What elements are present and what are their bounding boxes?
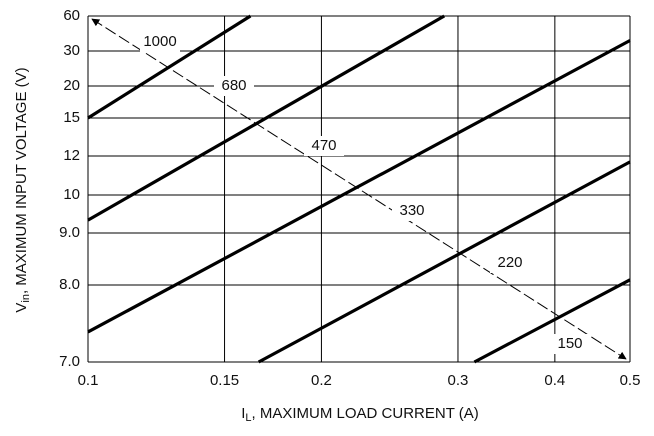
annotation-bg xyxy=(214,76,254,96)
dimension-arrow xyxy=(91,18,627,360)
curve xyxy=(87,14,252,120)
y-tick-label: 7.0 xyxy=(59,353,80,370)
x-axis-label: IL, MAXIMUM LOAD CURRENT (A) xyxy=(241,405,479,424)
annotation-bg xyxy=(140,32,180,52)
ticks: 60 30 20 15 12 10 9.0 8.0 7.0 0.1 0.15 0.2 0.3 0.4 0.5 xyxy=(59,7,640,389)
x-label-main: I xyxy=(241,405,245,422)
curve xyxy=(473,278,631,364)
y-tick-label: 10 xyxy=(63,186,80,203)
y-tick-label: 12 xyxy=(63,147,80,164)
x-label-rest: , MAXIMUM LOAD CURRENT (A) xyxy=(252,405,479,422)
y-tick-label: 9.0 xyxy=(59,224,80,241)
x-tick-label: 0.3 xyxy=(448,372,469,389)
annotations: 1000 680 470 330 220 150 xyxy=(140,32,590,354)
annotation-bg xyxy=(490,253,530,273)
curve xyxy=(87,14,446,222)
curves xyxy=(87,14,631,364)
x-tick-label: 0.2 xyxy=(311,372,332,389)
annotation-bg xyxy=(550,334,590,354)
annotation: 470 xyxy=(311,137,336,154)
y-tick-label: 8.0 xyxy=(59,276,80,293)
annotation: 680 xyxy=(221,77,246,94)
x-label-sub: L xyxy=(245,412,251,424)
y-tick-label: 15 xyxy=(63,109,80,126)
y-label-main: V xyxy=(13,303,30,313)
x-tick-label: 0.1 xyxy=(78,372,99,389)
x-tick-label: 0.5 xyxy=(620,372,641,389)
annotation: 220 xyxy=(497,254,522,271)
y-tick-label: 30 xyxy=(63,42,80,59)
y-label-sub: in xyxy=(20,294,32,303)
x-tick-label: 0.15 xyxy=(210,372,239,389)
curve xyxy=(87,39,631,334)
annotation: 150 xyxy=(557,335,582,352)
annotation: 330 xyxy=(399,202,424,219)
y-axis-label: Vin, MAXIMUM INPUT VOLTAGE (V) xyxy=(13,67,32,312)
x-tick-label: 0.4 xyxy=(544,372,565,389)
y-label-rest: , MAXIMUM INPUT VOLTAGE (V) xyxy=(13,67,30,294)
annotation-bg xyxy=(392,201,432,221)
annotation-bg xyxy=(304,136,344,156)
y-tick-label: 20 xyxy=(63,77,80,94)
curve xyxy=(257,160,631,364)
annotation: 1000 xyxy=(143,33,176,50)
y-tick-label: 60 xyxy=(63,7,80,24)
